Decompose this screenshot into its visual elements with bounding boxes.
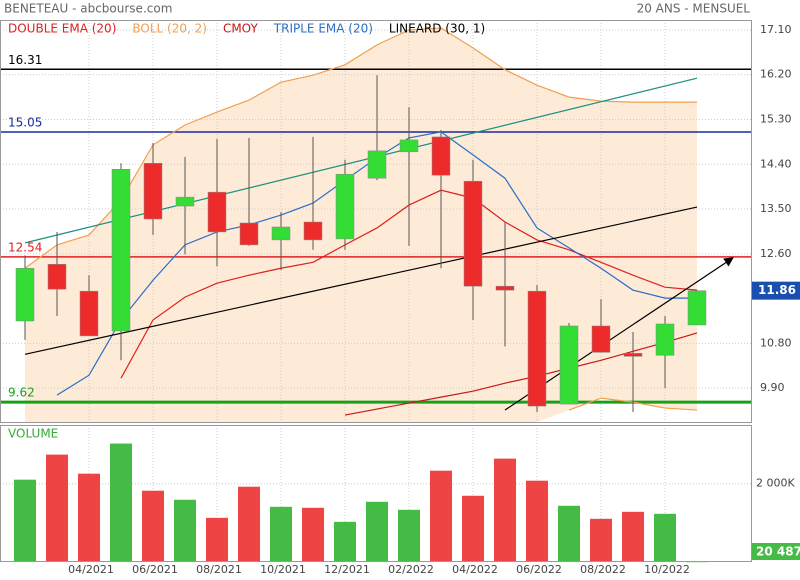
candle-body <box>527 290 547 407</box>
volume-bar <box>654 513 676 562</box>
candle-body <box>687 290 707 326</box>
legend-entry: LINEARD (30, 1) <box>389 22 485 36</box>
volume-bar <box>78 473 100 562</box>
volume-title: VOLUME <box>8 427 58 441</box>
x-tick-label: 06/2021 <box>132 563 178 576</box>
legend-entry: TRIPLE EMA (20) <box>273 22 373 36</box>
x-tick-label: 12/2021 <box>324 563 370 576</box>
volume-bar <box>270 506 292 562</box>
y-tick-label: 14.40 <box>760 157 792 170</box>
candle-body <box>207 191 227 233</box>
volume-bar <box>46 454 68 562</box>
candle-body <box>143 163 163 220</box>
volume-bar <box>430 470 452 562</box>
volume-bar <box>174 499 196 562</box>
level-label: 15.05 <box>8 115 42 129</box>
candle-body <box>111 169 131 332</box>
candle-body <box>367 150 387 179</box>
volume-last-label: 20 487 <box>756 545 800 559</box>
boll-upper <box>24 27 697 269</box>
x-tick-label: 06/2022 <box>516 563 562 576</box>
candle-body <box>655 323 675 356</box>
x-tick-label: 10/2022 <box>644 563 690 576</box>
y-tick-label: 15.30 <box>760 113 792 126</box>
volume-bar <box>494 458 516 562</box>
volume-bar <box>334 521 356 562</box>
candle-body <box>559 325 579 405</box>
volume-bar <box>366 501 388 562</box>
chart-title: BENETEAU - abcbourse.com <box>4 2 172 16</box>
y-tick-label: 12.60 <box>760 247 792 260</box>
overlay-line <box>24 206 698 355</box>
volume-bar <box>206 517 228 562</box>
volume-bar <box>398 509 420 562</box>
last-value-box <box>752 281 800 300</box>
volume-bar <box>462 495 484 562</box>
trend-line <box>24 77 698 244</box>
legend-entry: BOLL (20, 2) <box>132 22 207 36</box>
volume-bar <box>622 511 644 562</box>
x-tick-label: 04/2022 <box>452 563 498 576</box>
candle-body <box>399 139 419 153</box>
y-tick-label: 16.20 <box>760 68 792 81</box>
volume-bar <box>14 479 36 562</box>
candle-body <box>431 136 451 176</box>
candle-body <box>239 222 259 246</box>
level-label: 16.31 <box>8 53 42 67</box>
volume-bar <box>238 486 260 562</box>
x-tick-label: 08/2022 <box>580 563 626 576</box>
volume-frame <box>0 425 752 562</box>
volume-bar <box>302 507 324 562</box>
x-tick-label: 04/2021 <box>68 563 114 576</box>
candle-body <box>335 173 355 240</box>
candle-body <box>271 226 291 241</box>
candle-body <box>79 290 99 337</box>
level-label: 9.62 <box>8 386 35 400</box>
overlay-line <box>344 332 698 416</box>
candle-body <box>303 221 323 241</box>
volume-bar <box>526 480 548 562</box>
candle-body <box>15 268 35 322</box>
candle-body <box>495 285 515 291</box>
volume-bar <box>110 443 132 562</box>
legend-entry: CMOY <box>223 22 259 36</box>
y-tick-label: 10.80 <box>760 336 792 349</box>
y-tick-label: 9.90 <box>760 381 785 394</box>
level-label: 12.54 <box>8 240 42 254</box>
candle-body <box>47 264 67 290</box>
volume-bar <box>590 518 612 562</box>
candle-body <box>623 353 643 357</box>
candle-body <box>591 325 611 353</box>
volume-bar <box>558 505 580 562</box>
y-tick-label: 17.10 <box>760 23 792 36</box>
legend-entry: DOUBLE EMA (20) <box>8 22 116 36</box>
x-tick-label: 10/2021 <box>260 563 306 576</box>
volume-last-box <box>752 543 800 560</box>
candle-body <box>463 180 483 287</box>
last-value-label: 11.86 <box>758 283 796 297</box>
candle-body <box>175 196 195 207</box>
volume-panel: 2 000K <box>0 425 795 563</box>
y-tick-label: 2 000K <box>756 477 795 490</box>
volume-bar <box>142 490 164 562</box>
x-tick-label: 02/2022 <box>388 563 434 576</box>
x-tick-label: 08/2021 <box>196 563 242 576</box>
y-tick-label: 13.50 <box>760 202 792 215</box>
price-panel: 17.10 16.20 15.30 14.40 13.50 12.60 10.80 9.90 1… <box>0 20 792 423</box>
price-frame <box>0 20 752 423</box>
period-label: 20 ANS - MENSUEL <box>637 2 751 16</box>
